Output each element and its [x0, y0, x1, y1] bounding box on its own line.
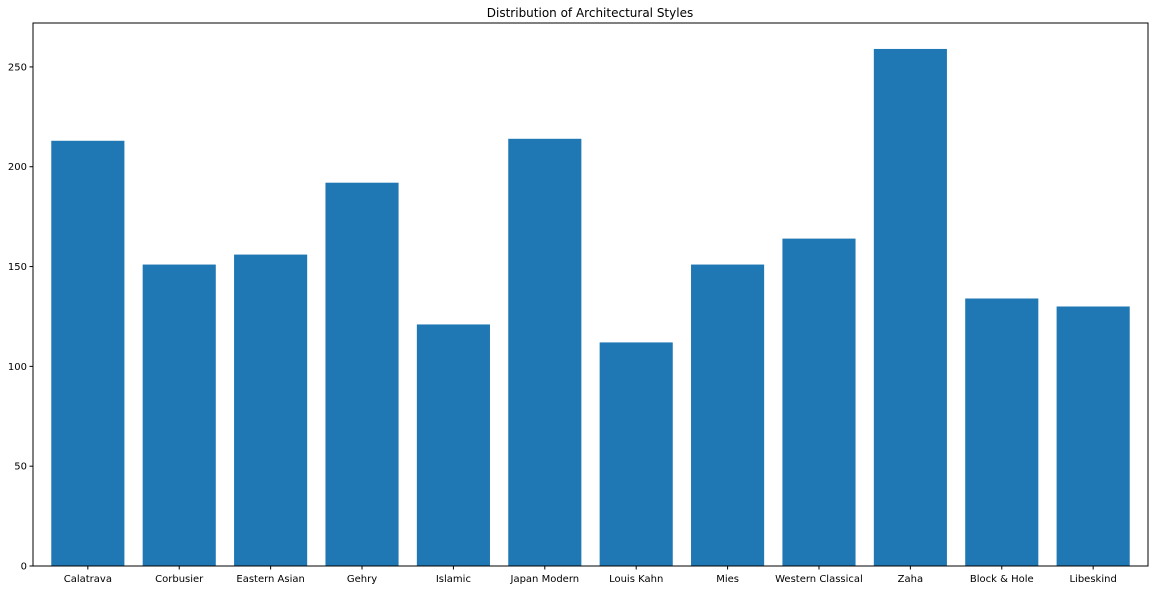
bar-block-hole — [965, 298, 1039, 566]
x-axis: Calatrava Corbusier Eastern Asian Gehry Isla… — [64, 566, 1117, 585]
y-tick-label: 100 — [8, 362, 27, 373]
bar-corbusier — [142, 264, 216, 566]
bar-zaha — [873, 48, 947, 566]
chart-title: Distribution of Architectural Styles — [487, 6, 693, 20]
x-tick-label: Gehry — [347, 574, 377, 585]
x-tick-label: Mies — [716, 574, 739, 585]
x-tick-label: Zaha — [898, 574, 923, 585]
bar-islamic — [416, 324, 490, 566]
bar-western-classical — [782, 238, 856, 566]
bars-group — [51, 48, 1130, 567]
bar-mies — [691, 264, 765, 566]
plot-frame — [32, 22, 1149, 567]
x-tick-label: Block & Hole — [970, 574, 1034, 585]
bar-japan-modern — [508, 138, 582, 567]
y-tick-label: 150 — [8, 262, 27, 273]
x-tick-label: Japan Modern — [510, 574, 580, 585]
y-tick-label: 250 — [8, 62, 27, 73]
x-tick-label: Islamic — [436, 574, 471, 585]
bar-libeskind — [1056, 306, 1130, 566]
bar-eastern-asian — [234, 254, 308, 566]
x-tick-label: Calatrava — [64, 574, 112, 585]
bar-gehry — [325, 182, 399, 567]
y-tick-label: 50 — [14, 462, 27, 473]
y-tick-label: 0 — [21, 562, 27, 573]
y-tick-label: 200 — [8, 162, 27, 173]
x-tick-label: Western Classical — [775, 574, 863, 585]
x-tick-label: Louis Kahn — [609, 574, 663, 585]
x-tick-label: Eastern Asian — [236, 574, 304, 585]
x-tick-label: Corbusier — [155, 574, 204, 585]
bar-calatrava — [51, 140, 125, 566]
bar-louis-kahn — [599, 342, 673, 566]
x-tick-label: Libeskind — [1069, 574, 1116, 585]
y-axis: 0 50 100 150 200 250 — [8, 62, 33, 573]
